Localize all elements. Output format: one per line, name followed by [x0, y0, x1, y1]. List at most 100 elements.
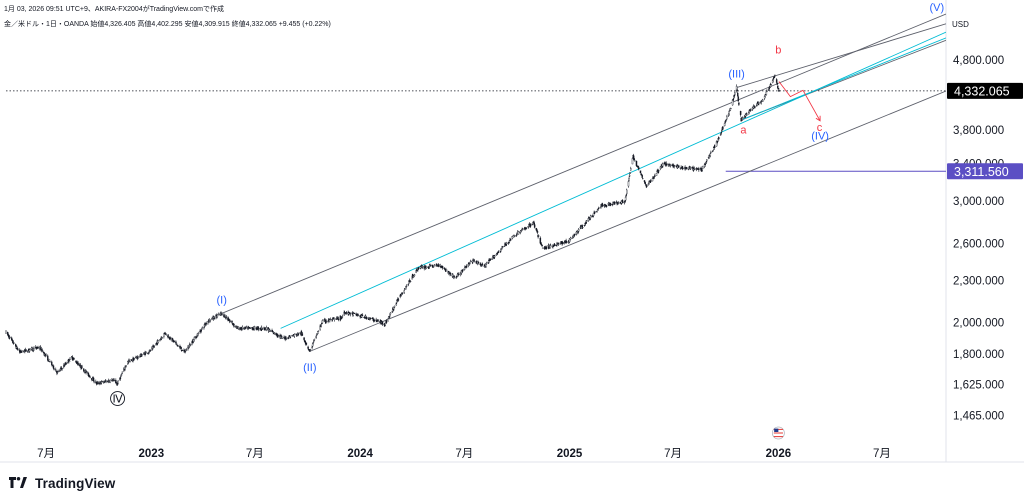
candle-body [164, 332, 166, 334]
candle-body [69, 357, 71, 360]
price-tick-label: 2,000.000 [953, 317, 1004, 329]
candle-body [589, 215, 592, 219]
candle-body [196, 335, 199, 337]
candle-body [55, 369, 57, 371]
candle-body [646, 184, 648, 187]
support-tag [947, 163, 1023, 180]
candle-body [515, 235, 518, 237]
candle-body [221, 313, 223, 315]
symbol-ohlc-line: 金／米ドル・1日・OANDA 始値4,326.405 高値4,402.295 安… [4, 21, 331, 28]
candle-body [654, 175, 656, 177]
candle-body [25, 349, 27, 352]
candle-body [293, 334, 296, 337]
candle-body [245, 326, 248, 328]
candle-body [639, 170, 642, 174]
candle-body [285, 336, 288, 339]
candle-body [161, 337, 163, 339]
candle-body [694, 168, 696, 170]
candle-body [597, 207, 600, 209]
last-price-tag-label: 4,332.065 [954, 84, 1010, 98]
candle-body [623, 202, 626, 204]
candle-body [429, 264, 432, 266]
candle-body [678, 165, 680, 168]
candle-body [529, 224, 532, 227]
candle-body [97, 382, 99, 385]
candle-body [67, 362, 69, 364]
candle-body [45, 354, 47, 356]
candle-body [133, 358, 135, 360]
candle-body [197, 332, 199, 334]
candle-body [311, 346, 313, 348]
candle-body [581, 227, 584, 229]
candle-body [120, 374, 123, 376]
wave-circle [110, 391, 126, 406]
candle-body [541, 247, 544, 249]
candle-body [73, 358, 75, 360]
candle-body [658, 170, 660, 172]
candle-body [389, 312, 392, 315]
candle-body [725, 119, 728, 121]
candle-body [403, 290, 405, 293]
candle-body [413, 274, 416, 276]
candle-body [47, 355, 49, 361]
candle-body [357, 314, 360, 316]
price-tick-label: 1,800.000 [953, 349, 1004, 361]
event-markers[interactable] [771, 426, 785, 440]
candle-body [716, 140, 719, 142]
price-tick-label: 4,800.000 [953, 55, 1004, 67]
candle-body [275, 333, 278, 336]
candle-body [457, 274, 460, 276]
price-tick-label: 1,625.000 [953, 379, 1004, 391]
candle-body [626, 189, 628, 195]
candle-body [709, 153, 712, 157]
candle-body [532, 222, 534, 225]
price-tick-label: 2,600.000 [953, 239, 1004, 251]
candle-body [175, 341, 177, 344]
candle-body [497, 251, 500, 253]
candle-body [317, 331, 319, 335]
price-tags: 4,332.065 3,311.560 [947, 82, 1023, 180]
projection-path [778, 81, 821, 122]
candle-body [396, 300, 398, 303]
time-axis[interactable]: 7月 2023 7月 2024 7月 2025 7月 2026 7月 [37, 448, 891, 460]
candle-body [739, 110, 742, 115]
candle-body [301, 333, 304, 336]
candle-body [449, 272, 452, 275]
candle-body [656, 170, 659, 172]
candle-body [377, 320, 380, 322]
candle-body [5, 330, 7, 334]
candle-body [734, 92, 736, 95]
candle-body [409, 281, 412, 283]
candle-body [29, 348, 31, 350]
candle-body [489, 258, 492, 260]
candle-body [265, 327, 268, 330]
candle-body [49, 361, 51, 363]
candle-body [650, 180, 652, 182]
candle-body [373, 320, 376, 322]
candle-body [333, 318, 336, 320]
candle-body [712, 150, 714, 152]
candle-body [17, 349, 19, 351]
wave-label: (III) [728, 68, 745, 80]
candle-body [750, 109, 752, 111]
candle-body [385, 320, 388, 323]
time-tick-month: 7月 [873, 448, 891, 460]
candle-body [281, 335, 283, 337]
candle-body [545, 247, 548, 249]
candle-body [655, 173, 658, 176]
currency-label: USD [952, 20, 969, 29]
candle-body [117, 380, 119, 384]
candle-body [85, 370, 87, 373]
candle-body [425, 266, 428, 268]
candle-body [481, 264, 484, 266]
candle-body [180, 347, 182, 350]
price-axis[interactable]: USD4,800.0003,800.0003,400.0003,000.0002… [952, 20, 1004, 423]
tradingview-brand[interactable]: TradingView [6, 476, 115, 491]
candle-body [37, 346, 39, 349]
candle-body [651, 178, 654, 182]
candle-body [57, 370, 59, 372]
wave-label: (I) [216, 294, 226, 306]
candle-body [549, 244, 552, 246]
candle-body [216, 314, 219, 317]
